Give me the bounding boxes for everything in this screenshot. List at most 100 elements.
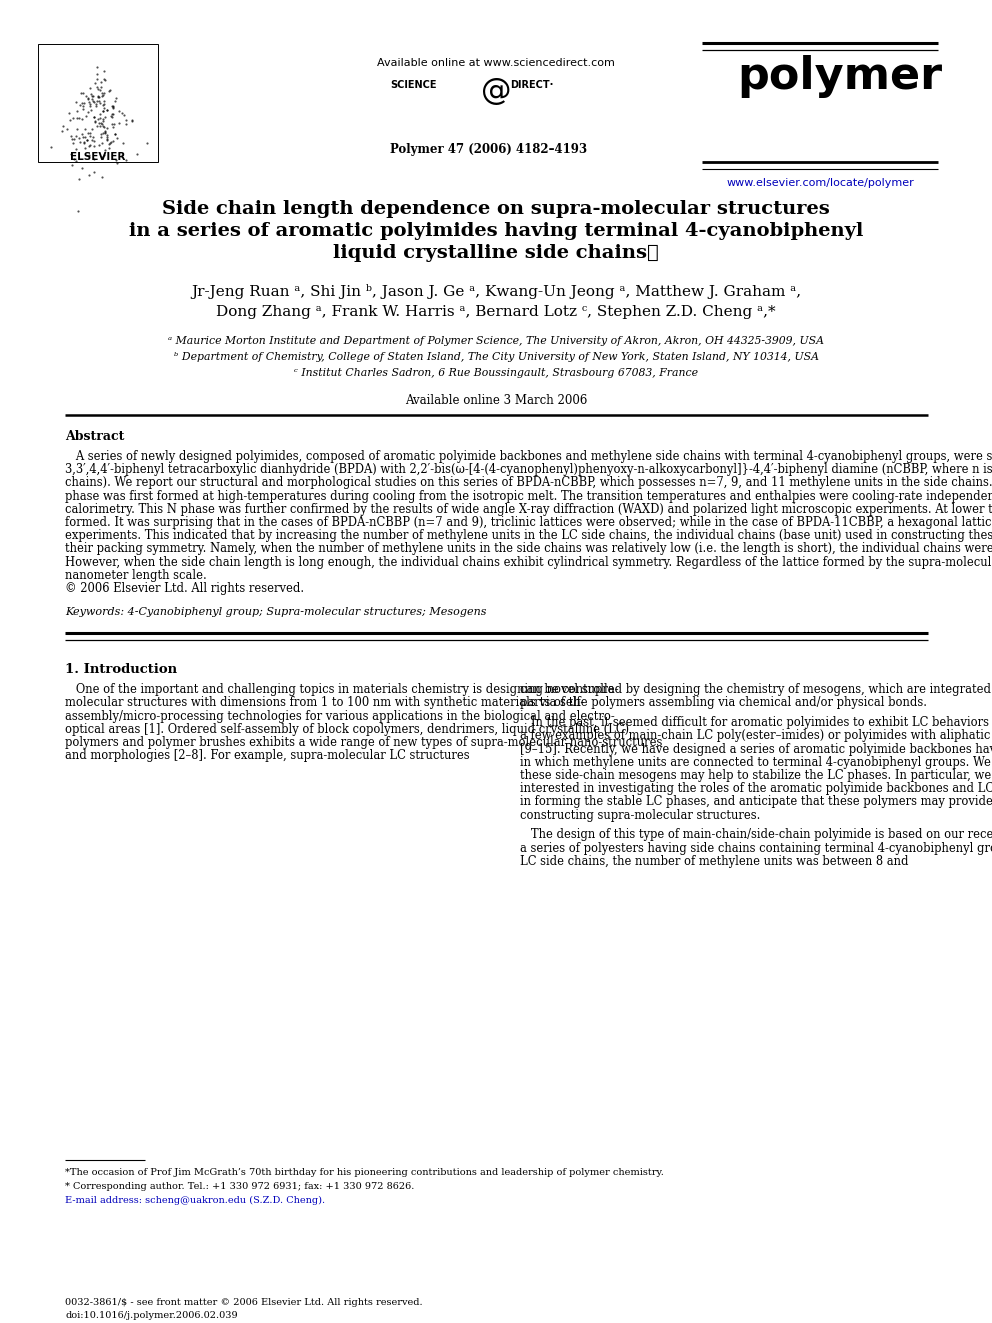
Point — [93, 86, 109, 107]
Bar — [38, 44, 158, 161]
Point — [96, 91, 112, 112]
Point — [94, 167, 110, 188]
Text: 0032-3861/$ - see front matter © 2006 Elsevier Ltd. All rights reserved.: 0032-3861/$ - see front matter © 2006 El… — [65, 1298, 423, 1307]
Text: * Corresponding author. Tel.: +1 330 972 6931; fax: +1 330 972 8626.: * Corresponding author. Tel.: +1 330 972… — [65, 1181, 415, 1191]
Point — [95, 116, 111, 138]
Point — [107, 90, 123, 111]
Point — [64, 155, 80, 176]
Point — [94, 83, 110, 105]
Point — [74, 126, 90, 147]
Point — [103, 112, 119, 134]
Point — [130, 143, 146, 164]
Point — [96, 67, 112, 89]
Point — [86, 91, 102, 112]
Point — [96, 60, 112, 81]
Text: 1. Introduction: 1. Introduction — [65, 663, 178, 676]
Point — [88, 64, 104, 85]
Point — [95, 101, 111, 122]
Text: Jr-Jeng Ruan ᵃ, Shi Jin ᵇ, Jason J. Ge ᵃ, Kwang-Un Jeong ᵃ, Matthew J. Graham ᵃ,: Jr-Jeng Ruan ᵃ, Shi Jin ᵇ, Jason J. Ge ᵃ… — [190, 284, 802, 299]
Point — [75, 98, 91, 119]
Point — [102, 79, 118, 101]
Point — [69, 118, 85, 139]
Text: Dong Zhang ᵃ, Frank W. Harris ᵃ, Bernard Lotz ᶜ, Stephen Z.D. Cheng ᵃ,*: Dong Zhang ᵃ, Frank W. Harris ᵃ, Bernard… — [216, 306, 776, 319]
Point — [84, 90, 100, 111]
Point — [73, 82, 89, 103]
Point — [139, 132, 155, 153]
Text: @: @ — [481, 77, 511, 106]
Point — [93, 123, 109, 144]
Point — [95, 110, 111, 131]
Text: Available online at www.sciencedirect.com: Available online at www.sciencedirect.co… — [377, 58, 615, 67]
Point — [80, 123, 96, 144]
Point — [114, 103, 130, 124]
Point — [67, 126, 83, 147]
Point — [105, 131, 121, 152]
Text: experiments. This indicated that by increasing the number of methylene units in : experiments. This indicated that by incr… — [65, 529, 992, 542]
Text: in forming the stable LC phases, and anticipate that these polymers may provide : in forming the stable LC phases, and ant… — [520, 795, 992, 808]
Point — [86, 148, 102, 169]
Point — [83, 99, 99, 120]
Point — [101, 132, 117, 153]
Text: in a series of aromatic polyimides having terminal 4-cyanobiphenyl: in a series of aromatic polyimides havin… — [129, 222, 863, 239]
Text: nanometer length scale.: nanometer length scale. — [65, 569, 206, 582]
Point — [118, 108, 134, 130]
Point — [92, 79, 108, 101]
Text: in which methylene units are connected to terminal 4-cyanobiphenyl groups. We ex: in which methylene units are connected t… — [520, 755, 992, 769]
Text: Available online 3 March 2006: Available online 3 March 2006 — [405, 394, 587, 407]
Point — [88, 69, 104, 90]
Point — [90, 85, 106, 106]
Point — [100, 138, 116, 159]
Point — [56, 115, 71, 136]
Point — [77, 86, 93, 107]
Text: liquid crystalline side chains★: liquid crystalline side chains★ — [333, 243, 659, 262]
Point — [97, 140, 113, 161]
Point — [62, 110, 78, 131]
Point — [80, 102, 96, 123]
Point — [64, 107, 80, 128]
Point — [75, 93, 91, 114]
Point — [84, 119, 100, 140]
Point — [80, 89, 96, 110]
Text: A series of newly designed polyimides, composed of aromatic polyimide backbones : A series of newly designed polyimides, c… — [65, 450, 992, 463]
Point — [72, 95, 88, 116]
Text: © 2006 Elsevier Ltd. All rights reserved.: © 2006 Elsevier Ltd. All rights reserved… — [65, 582, 305, 595]
Text: doi:10.1016/j.polymer.2006.02.039: doi:10.1016/j.polymer.2006.02.039 — [65, 1311, 238, 1320]
Point — [104, 103, 120, 124]
Point — [91, 135, 107, 156]
Text: calorimetry. This N phase was further confirmed by the results of wide angle X-r: calorimetry. This N phase was further co… — [65, 503, 992, 516]
Point — [74, 108, 90, 130]
Point — [81, 135, 97, 156]
Text: However, when the side chain length is long enough, the individual chains exhibi: However, when the side chain length is l… — [65, 556, 992, 569]
Point — [59, 118, 74, 139]
Text: a few examples of main-chain LC poly(ester–imides) or polyimides with aliphatic : a few examples of main-chain LC poly(est… — [520, 729, 992, 742]
Text: their packing symmetry. Namely, when the number of methylene units in the side c: their packing symmetry. Namely, when the… — [65, 542, 992, 556]
Point — [116, 105, 132, 126]
Point — [87, 94, 103, 115]
Text: assembly/micro-processing technologies for various applications in the biologica: assembly/micro-processing technologies f… — [65, 709, 615, 722]
Point — [93, 126, 109, 147]
Text: 3,3′,4,4′-biphenyl tetracarboxylic dianhydride (BPDA) with 2,2′-bis(ω-[4-(4-cyan: 3,3′,4,4′-biphenyl tetracarboxylic dianh… — [65, 463, 992, 476]
Text: interested in investigating the roles of the aromatic polyimide backbones and LC: interested in investigating the roles of… — [520, 782, 992, 795]
Point — [97, 123, 113, 144]
Point — [77, 138, 93, 159]
Point — [88, 115, 104, 136]
Point — [74, 83, 90, 105]
Point — [99, 130, 115, 151]
Point — [111, 112, 127, 134]
Point — [107, 123, 123, 144]
Point — [95, 123, 111, 144]
Text: formed. It was surprising that in the cases of BPDA-nCBBP (n=7 and 9), triclinic: formed. It was surprising that in the ca… — [65, 516, 992, 529]
Point — [97, 106, 113, 127]
Point — [77, 119, 93, 140]
Point — [94, 147, 110, 168]
Point — [111, 101, 127, 122]
Point — [86, 73, 102, 94]
Point — [99, 127, 115, 148]
Point — [91, 90, 107, 111]
Point — [98, 128, 114, 149]
Point — [94, 132, 110, 153]
Text: ELSEVIER: ELSEVIER — [70, 152, 126, 161]
Point — [105, 97, 121, 118]
Point — [69, 107, 85, 128]
Point — [96, 122, 112, 143]
